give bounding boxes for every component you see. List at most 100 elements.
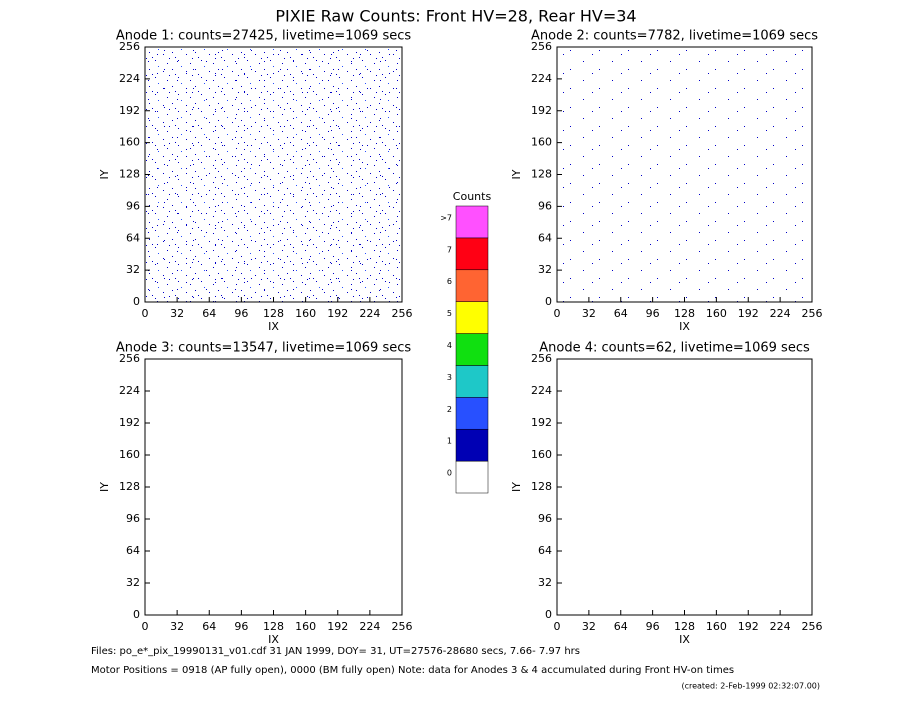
- x-tick-label: 160: [706, 620, 727, 633]
- x-tick-label: 224: [770, 620, 791, 633]
- colorbar-label: >7: [440, 213, 452, 222]
- y-tick-label: 0: [545, 295, 552, 308]
- colorbar-swatch: [455, 365, 489, 398]
- x-tick-label: 32: [582, 307, 596, 320]
- x-tick-label: 128: [263, 307, 284, 320]
- colorbar-swatch: [455, 205, 489, 239]
- x-axis-label: IX: [679, 320, 690, 333]
- y-tick-label: 160: [531, 448, 552, 461]
- plot-frame: [556, 358, 813, 616]
- page-title: PIXIE Raw Counts: Front HV=28, Rear HV=3…: [275, 7, 636, 26]
- x-tick-label: 96: [234, 307, 248, 320]
- y-tick-label: 0: [133, 608, 140, 621]
- x-tick-label: 96: [234, 620, 248, 633]
- noise-texture: [146, 48, 402, 302]
- x-tick-label: 256: [392, 307, 413, 320]
- noise-texture: [558, 48, 812, 302]
- x-tick-label: 256: [802, 307, 823, 320]
- colorbar-title: Counts: [453, 190, 492, 203]
- footer-files: Files: po_e*_pix_19990131_v01.cdf 31 JAN…: [91, 646, 580, 657]
- y-tick-label: 0: [545, 608, 552, 621]
- y-tick-label: 128: [531, 168, 552, 181]
- x-tick-label: 0: [142, 307, 149, 320]
- y-axis-label: IY: [98, 482, 111, 492]
- y-tick-label: 160: [531, 136, 552, 149]
- colorbar-label: 4: [447, 341, 452, 350]
- colorbar-label: 1: [447, 437, 452, 446]
- x-tick-label: 0: [554, 620, 561, 633]
- colorbar-swatch: [455, 269, 489, 302]
- x-tick-label: 160: [295, 307, 316, 320]
- y-tick-label: 128: [119, 168, 140, 181]
- panel-title: Anode 2: counts=7782, livetime=1069 secs: [531, 29, 818, 44]
- x-tick-label: 64: [614, 620, 628, 633]
- footer-created: (created: 2-Feb-1999 02:32:07.00): [681, 682, 820, 691]
- y-tick-label: 64: [126, 544, 140, 557]
- x-tick-label: 192: [738, 307, 759, 320]
- x-axis-label: IX: [268, 320, 279, 333]
- colorbar-swatch: [455, 301, 489, 334]
- colorbar-swatch: [455, 460, 489, 494]
- x-tick-label: 160: [706, 307, 727, 320]
- y-tick-label: 0: [133, 295, 140, 308]
- y-tick-label: 32: [538, 576, 552, 589]
- x-tick-label: 224: [359, 620, 380, 633]
- y-axis-label: IY: [510, 169, 523, 179]
- x-axis-label: IX: [679, 633, 690, 646]
- y-tick-label: 64: [538, 231, 552, 244]
- y-tick-label: 224: [119, 384, 140, 397]
- colorbar-swatch: [455, 397, 489, 430]
- panel-title: Anode 4: counts=62, livetime=1069 secs: [539, 341, 810, 356]
- x-tick-label: 64: [614, 307, 628, 320]
- y-tick-label: 256: [119, 40, 140, 53]
- x-tick-label: 224: [770, 307, 791, 320]
- x-tick-label: 64: [202, 620, 216, 633]
- y-tick-label: 160: [119, 136, 140, 149]
- y-tick-label: 128: [531, 480, 552, 493]
- x-tick-label: 192: [738, 620, 759, 633]
- x-tick-label: 0: [142, 620, 149, 633]
- x-tick-label: 32: [170, 307, 184, 320]
- x-tick-label: 64: [202, 307, 216, 320]
- y-tick-label: 32: [126, 576, 140, 589]
- y-tick-label: 192: [531, 416, 552, 429]
- x-tick-label: 0: [554, 307, 561, 320]
- x-tick-label: 224: [359, 307, 380, 320]
- y-tick-label: 192: [119, 416, 140, 429]
- y-tick-label: 32: [126, 263, 140, 276]
- footer-motor: Motor Positions = 0918 (AP fully open), …: [91, 665, 734, 676]
- y-axis-label: IY: [98, 169, 111, 179]
- x-tick-label: 192: [327, 620, 348, 633]
- y-tick-label: 256: [531, 352, 552, 365]
- y-tick-label: 192: [531, 104, 552, 117]
- x-tick-label: 96: [646, 620, 660, 633]
- y-tick-label: 160: [119, 448, 140, 461]
- panel-title: Anode 3: counts=13547, livetime=1069 sec…: [116, 341, 412, 356]
- plot-frame: [144, 358, 403, 616]
- colorbar-swatch: [455, 237, 489, 271]
- x-tick-label: 256: [802, 620, 823, 633]
- panel-title: Anode 1: counts=27425, livetime=1069 sec…: [116, 29, 412, 44]
- x-tick-label: 160: [295, 620, 316, 633]
- colorbar-label: 5: [447, 309, 452, 318]
- y-tick-label: 32: [538, 263, 552, 276]
- colorbar-label: 3: [447, 373, 452, 382]
- y-tick-label: 224: [119, 72, 140, 85]
- colorbar-swatch: [455, 333, 489, 366]
- x-tick-label: 128: [674, 307, 695, 320]
- colorbar-label: 6: [447, 277, 452, 286]
- y-tick-label: 96: [126, 512, 140, 525]
- y-tick-label: 96: [538, 199, 552, 212]
- y-tick-label: 224: [531, 72, 552, 85]
- colorbar-label: 2: [447, 405, 452, 414]
- y-tick-label: 64: [126, 231, 140, 244]
- y-tick-label: 96: [538, 512, 552, 525]
- y-tick-label: 192: [119, 104, 140, 117]
- x-tick-label: 256: [392, 620, 413, 633]
- x-tick-label: 192: [327, 307, 348, 320]
- colorbar-label: 0: [447, 469, 452, 478]
- colorbar-label: 7: [447, 245, 452, 254]
- x-tick-label: 128: [263, 620, 284, 633]
- y-tick-label: 224: [531, 384, 552, 397]
